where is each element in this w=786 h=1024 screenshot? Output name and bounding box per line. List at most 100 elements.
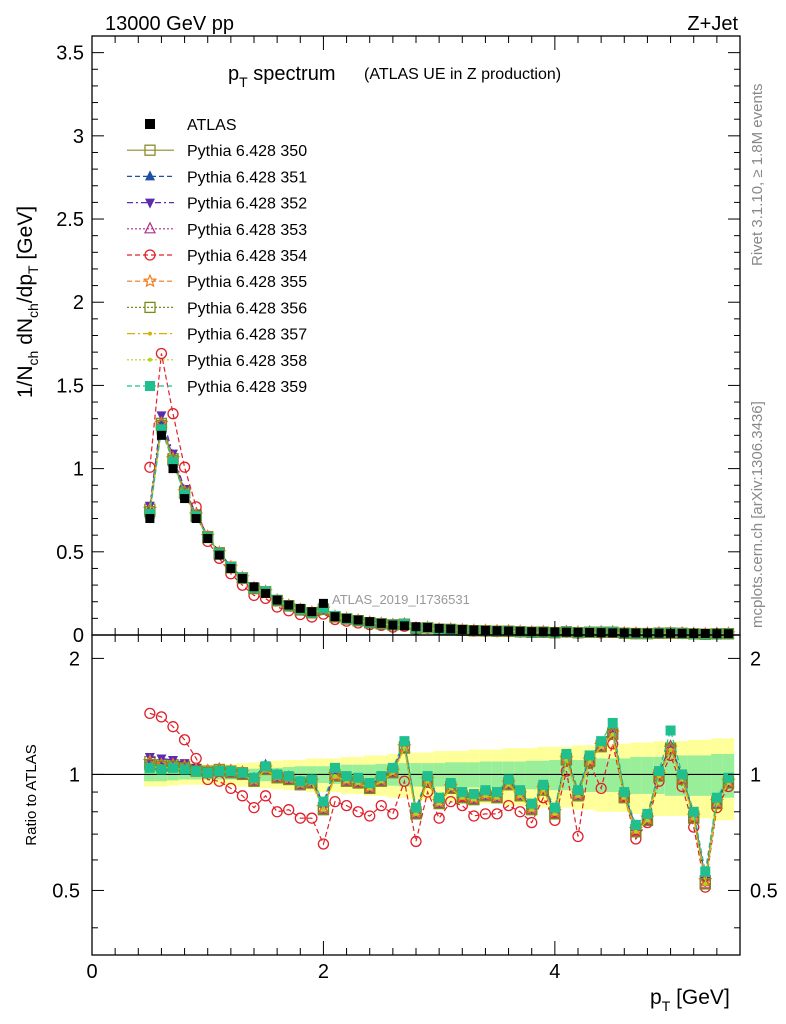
marker [306,812,318,824]
marker-dot [333,774,337,779]
marker-circle-open [688,821,700,833]
marker-circle-open [468,810,480,822]
y-tick-label: 3.5 [56,43,84,65]
marker-circle-open [155,347,168,360]
band-inner [711,753,723,798]
marker [142,273,158,288]
x-tick-label: 0 [86,961,97,983]
marker-circle-open [595,782,607,795]
marker [456,799,468,812]
marker [295,776,306,787]
marker [642,808,653,819]
marker-dot [703,881,708,886]
marker [584,750,595,761]
marker-circle-open [491,808,503,820]
marker-square [688,806,699,817]
marker [552,811,557,816]
marker [433,812,445,824]
marker [321,807,326,812]
marker-circle-open [398,775,411,787]
marker [248,801,260,814]
marker-circle-open [630,833,642,845]
band-inner [699,755,712,796]
marker-square [260,761,271,772]
marker-circle-open [167,721,179,733]
marker [249,772,259,783]
marker [237,767,248,778]
marker [353,772,364,783]
data-point [156,430,166,440]
marker [619,787,630,798]
marker-square [619,787,630,798]
marker [202,767,213,778]
data-point [203,533,213,543]
marker-triangle [145,170,155,181]
marker-square [411,802,421,813]
marker [607,717,618,728]
marker-dot [610,732,615,737]
marker [387,762,398,773]
marker [148,331,152,336]
marker-circle-open [514,806,526,818]
marker-circle-open [329,795,341,808]
marker-triangle-open [144,221,156,234]
marker-circle-open [572,830,584,843]
marker-dot [414,811,418,816]
marker-square [202,767,213,778]
data-point [677,628,687,638]
ratio-tick-label-right: 0.5 [750,880,778,902]
marker [549,802,560,813]
marker-square [272,769,283,780]
marker [630,833,642,845]
marker-star-open [142,273,158,288]
marker [283,804,295,816]
marker-triangle-down [179,759,190,770]
marker-circle-open [526,816,538,829]
marker [376,771,387,782]
marker [144,508,155,519]
marker [445,795,457,808]
band-inner [583,758,596,793]
marker [340,799,353,812]
marker-dot [148,357,152,362]
data-point [423,623,433,633]
data-point [168,464,178,474]
data-point [654,628,664,638]
data-point [469,625,479,635]
marker-square [607,717,618,728]
marker [283,771,294,782]
band-inner [606,758,619,793]
data-point [723,629,733,639]
marker-dot [645,818,650,823]
marker-square [156,764,167,775]
data-point [631,628,641,638]
marker [573,785,583,796]
data-point [388,620,398,630]
process-label: Z+Jet [687,13,738,35]
marker [179,759,190,770]
marker-square [283,771,294,782]
marker [225,766,236,777]
energy-label: 13000 GeV pp [105,13,234,35]
marker-square [677,769,688,780]
marker [630,819,641,830]
marker-circle-open [259,790,272,802]
marker-square [318,796,329,807]
marker [688,806,699,817]
marker [329,795,341,808]
marker [156,424,167,435]
marker-square [654,766,664,777]
marker-circle-open [236,790,249,802]
marker-circle-open [178,734,191,746]
marker-square [376,771,387,782]
marker [529,807,534,812]
marker-square [515,785,526,796]
marker-square [457,787,468,798]
marker [341,771,352,782]
marker [610,732,615,737]
marker [399,736,410,747]
y-tick-label: 0.5 [56,542,84,564]
legend-label: Pythia 6.428 358 [187,353,307,370]
marker-triangle-down [145,198,155,209]
